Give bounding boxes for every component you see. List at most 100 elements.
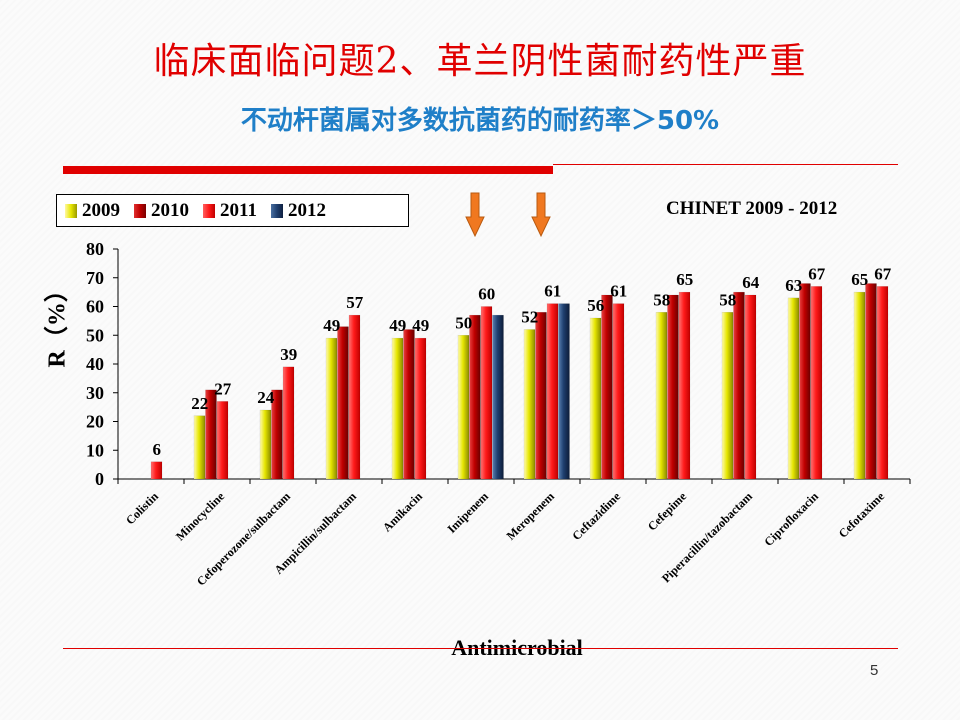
data-label: 64 [742,273,760,292]
legend-swatch-2010 [134,203,146,218]
y-tick-label: 50 [86,325,104,345]
y-axis-label: R（%） [44,278,71,368]
data-label: 65 [676,270,693,289]
data-label: 58 [653,290,670,309]
legend-label-2011: 2011 [220,199,257,221]
legend-item-2010: 2010 [134,200,189,222]
bar-2011 [216,401,229,480]
chart-source-note: CHINET 2009 - 2012 [666,198,838,219]
bar-2010 [799,283,811,480]
y-tick-label: 80 [86,239,104,259]
bar-2010 [667,294,679,480]
y-tick-label: 30 [86,383,104,403]
data-label: 6 [153,440,162,459]
bar-2010 [469,314,481,480]
bar-2009 [391,337,404,480]
data-label: 24 [257,388,275,407]
slide-subtitle: 不动杆菌属对多数抗菌药的耐药率＞50% [240,106,720,136]
legend-swatch-2011 [203,203,215,218]
bar-2011 [612,303,625,480]
bar-2009 [325,337,338,480]
bar-2011 [810,286,823,480]
data-label: 67 [874,264,892,283]
data-label: 56 [587,296,604,315]
y-tick-label: 0 [95,469,104,489]
legend-swatch-2012 [270,203,283,218]
data-label: 39 [280,345,297,364]
legend-item-2012: 2012 [270,199,326,222]
bar-2011 [348,314,361,480]
x-tick-label: Amikacin [380,489,425,534]
x-tick-label: Ceftazidime [569,489,623,543]
bar-2011 [876,286,889,480]
x-tick-label: Minocycline [173,489,228,544]
footer-divider-line [63,648,898,649]
legend-label-2012: 2012 [287,199,326,221]
data-label: 49 [412,316,429,335]
down-arrow-icon [465,192,485,238]
bar-2011 [150,461,163,480]
y-tick-label: 10 [86,440,104,460]
data-label: 50 [455,313,472,332]
data-label: 49 [323,316,340,335]
bar-2011 [744,294,757,480]
data-label: 58 [719,290,736,309]
data-label: 61 [610,282,627,301]
data-label: 52 [521,308,538,327]
x-tick-label: Imipenem [444,489,491,536]
x-tick-label: Cefotaxime [836,489,888,541]
legend-item-2009: 2009 [65,200,120,222]
bar-2009 [721,312,734,480]
y-tick-label: 40 [86,354,104,374]
bar-2009 [589,317,602,480]
x-tick-label: Cefepime [645,489,690,534]
bar-2011 [678,291,691,480]
x-tick-label: Meropenem [504,489,558,543]
x-tick-label: Ciprofloxacin [761,489,821,549]
bar-2011 [414,337,427,480]
bar-2010 [205,389,217,480]
x-tick-label: Colistin [123,489,161,527]
data-label: 65 [851,270,868,289]
y-tick-label: 60 [86,297,104,317]
down-arrow-icon [531,192,551,238]
bar-2010 [733,291,745,480]
bar-2011 [546,303,559,480]
bar-2010 [271,389,283,480]
bar-2009 [259,409,272,480]
bar-2010 [601,294,613,480]
bar-2010 [337,326,349,480]
data-label: 60 [478,285,495,304]
bar-2010 [403,329,415,480]
bar-2010 [535,312,547,480]
bar-2011 [282,366,295,480]
chart-legend: 2009 2010 2011 2012 [56,194,409,227]
bar-2009 [787,297,800,480]
bar-2012 [492,314,504,480]
title-underline-bar [63,166,553,174]
bar-2009 [523,329,536,480]
bar-2009 [655,312,668,480]
legend-label-2009: 2009 [82,199,120,221]
data-label: 67 [808,264,826,283]
legend-item-2011: 2011 [203,200,257,222]
header-divider-line [553,164,898,165]
bar-2011 [480,306,493,480]
x-axis-label: Antimicrobial [451,635,583,660]
slide-title: 临床面临问题2、革兰阴性菌耐药性严重 [153,41,807,82]
data-label: 61 [544,282,561,301]
page-number: 5 [870,662,879,679]
bar-2009 [853,291,866,480]
data-label: 22 [191,394,208,413]
legend-swatch-2009 [65,203,77,218]
data-label: 57 [346,293,364,312]
bar-2012 [558,303,570,480]
data-label: 27 [214,379,232,398]
y-tick-label: 20 [86,412,104,432]
legend-label-2010: 2010 [151,199,189,221]
y-tick-label: 70 [86,268,104,288]
bar-2009 [457,335,470,480]
data-label: 63 [785,276,802,295]
bar-2009 [193,415,206,480]
